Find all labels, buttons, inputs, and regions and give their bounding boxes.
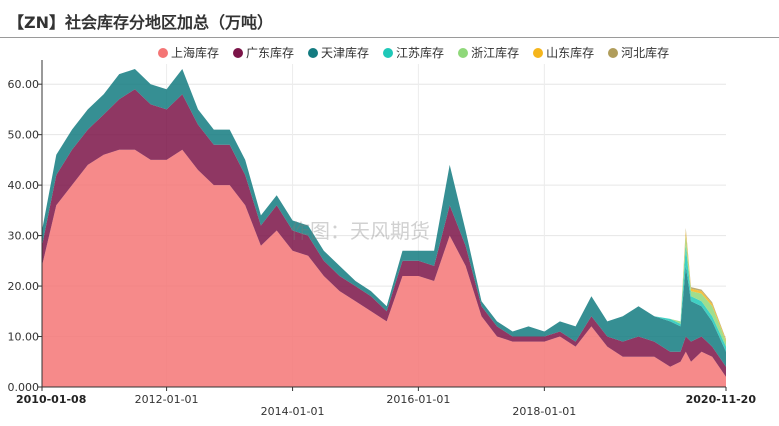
series-area (42, 69, 726, 367)
y-tick-label: 50.00 (8, 129, 40, 142)
legend-label: 河北库存 (621, 46, 670, 60)
legend-swatch (233, 47, 244, 58)
y-tick-label: 40.00 (8, 179, 40, 192)
x-tick-label: 2014-01-01 (261, 405, 325, 418)
legend-swatch (458, 47, 469, 58)
legend-swatch (533, 47, 544, 58)
legend-label: 广东库存 (246, 46, 295, 60)
legend-item[interactable]: 河北库存 (608, 44, 669, 61)
title-divider (0, 37, 779, 38)
legend-item[interactable]: 山东库存 (533, 44, 594, 61)
y-tick-label: 0.000 (8, 381, 40, 394)
x-tick-label: 2016-01-01 (386, 393, 450, 406)
legend-item[interactable]: 浙江库存 (458, 44, 519, 61)
x-tick-label: 2018-01-01 (512, 405, 576, 418)
axes: 0.000 10.00 20.00 30.00 40.00 50.00 60.00 2010-… (8, 60, 757, 418)
series-areas (42, 69, 726, 387)
y-tick-label: 10.00 (8, 331, 40, 344)
legend-swatch (308, 47, 319, 58)
x-tick-label: 2020-11-20 (686, 393, 757, 406)
legend-label: 浙江库存 (471, 46, 520, 60)
legend-swatch (608, 47, 619, 58)
legend-item[interactable]: 上海库存 (158, 44, 219, 61)
legend-label: 江苏库存 (396, 46, 445, 60)
legend-item[interactable]: 天津库存 (308, 44, 369, 61)
legend-label: 天津库存 (321, 46, 370, 60)
x-tick-label: 2012-01-01 (135, 393, 199, 406)
legend: 上海库存 广东库存 天津库存 江苏库存 浙江库存 山东库存 河北库存 (158, 44, 683, 61)
series-area (42, 89, 726, 377)
legend-item[interactable]: 广东库存 (233, 44, 294, 61)
x-tick-label: 2010-01-08 (16, 393, 86, 406)
chart-title: 【ZN】社会库存分地区加总（万吨） (8, 13, 273, 32)
legend-item[interactable]: 江苏库存 (383, 44, 444, 61)
legend-swatch (383, 47, 394, 58)
legend-label: 山东库存 (546, 46, 595, 60)
legend-swatch (158, 47, 168, 58)
watermark: 作图：天风期货 (290, 219, 430, 243)
legend-label: 上海库存 (171, 46, 220, 60)
y-tick-label: 20.00 (8, 280, 40, 293)
y-tick-label: 30.00 (8, 230, 40, 243)
y-tick-label: 60.00 (8, 78, 40, 91)
series-area (42, 149, 726, 387)
